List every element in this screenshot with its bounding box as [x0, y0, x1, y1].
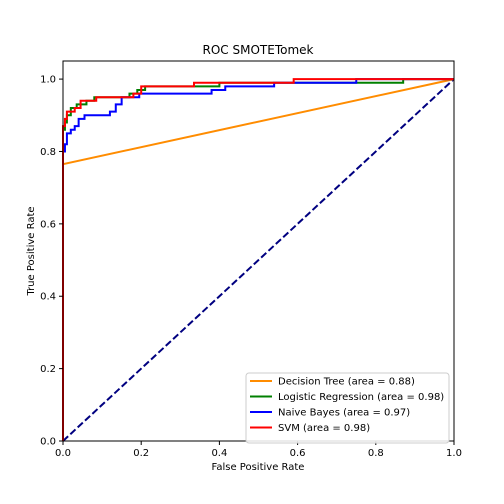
series-line-3 — [62, 78, 454, 441]
legend-box — [245, 372, 450, 444]
x-tick-label: 0.0 — [55, 448, 71, 459]
legend-label: Decision Tree (area = 0.88) — [278, 377, 415, 388]
legend-label: Logistic Regression (area = 0.98) — [278, 392, 444, 403]
series-line-4 — [62, 78, 455, 442]
y-tick-label: 0.6 — [40, 219, 56, 230]
x-tick-label: 1.0 — [446, 448, 462, 459]
x-axis-ticks: 0.0 0.2 0.4 0.6 0.8 1.0 — [55, 441, 462, 459]
x-tick-label: 0.4 — [211, 448, 227, 459]
y-axis-label: True Positive Rate — [26, 206, 37, 296]
series-line-2 — [62, 78, 454, 441]
chart-title: ROC SMOTETomek — [203, 43, 314, 57]
legend-label: SVM (area = 0.98) — [278, 423, 370, 434]
x-axis-label: False Positive Rate — [212, 462, 305, 473]
legend-label: Naive Bayes (area = 0.97) — [278, 408, 410, 419]
x-tick-label: 0.2 — [133, 448, 149, 459]
legend: Decision Tree (area = 0.88) Logistic Regr… — [245, 372, 450, 444]
y-axis-ticks: 0.0 0.2 0.4 0.6 0.8 1.0 — [40, 75, 63, 448]
y-tick-label: 0.0 — [40, 437, 56, 448]
y-tick-label: 0.2 — [40, 364, 56, 375]
y-tick-label: 1.0 — [40, 75, 56, 86]
y-tick-label: 0.4 — [40, 292, 56, 303]
x-tick-label: 0.8 — [368, 448, 384, 459]
y-tick-label: 0.8 — [40, 147, 56, 158]
x-tick-label: 0.6 — [290, 448, 306, 459]
